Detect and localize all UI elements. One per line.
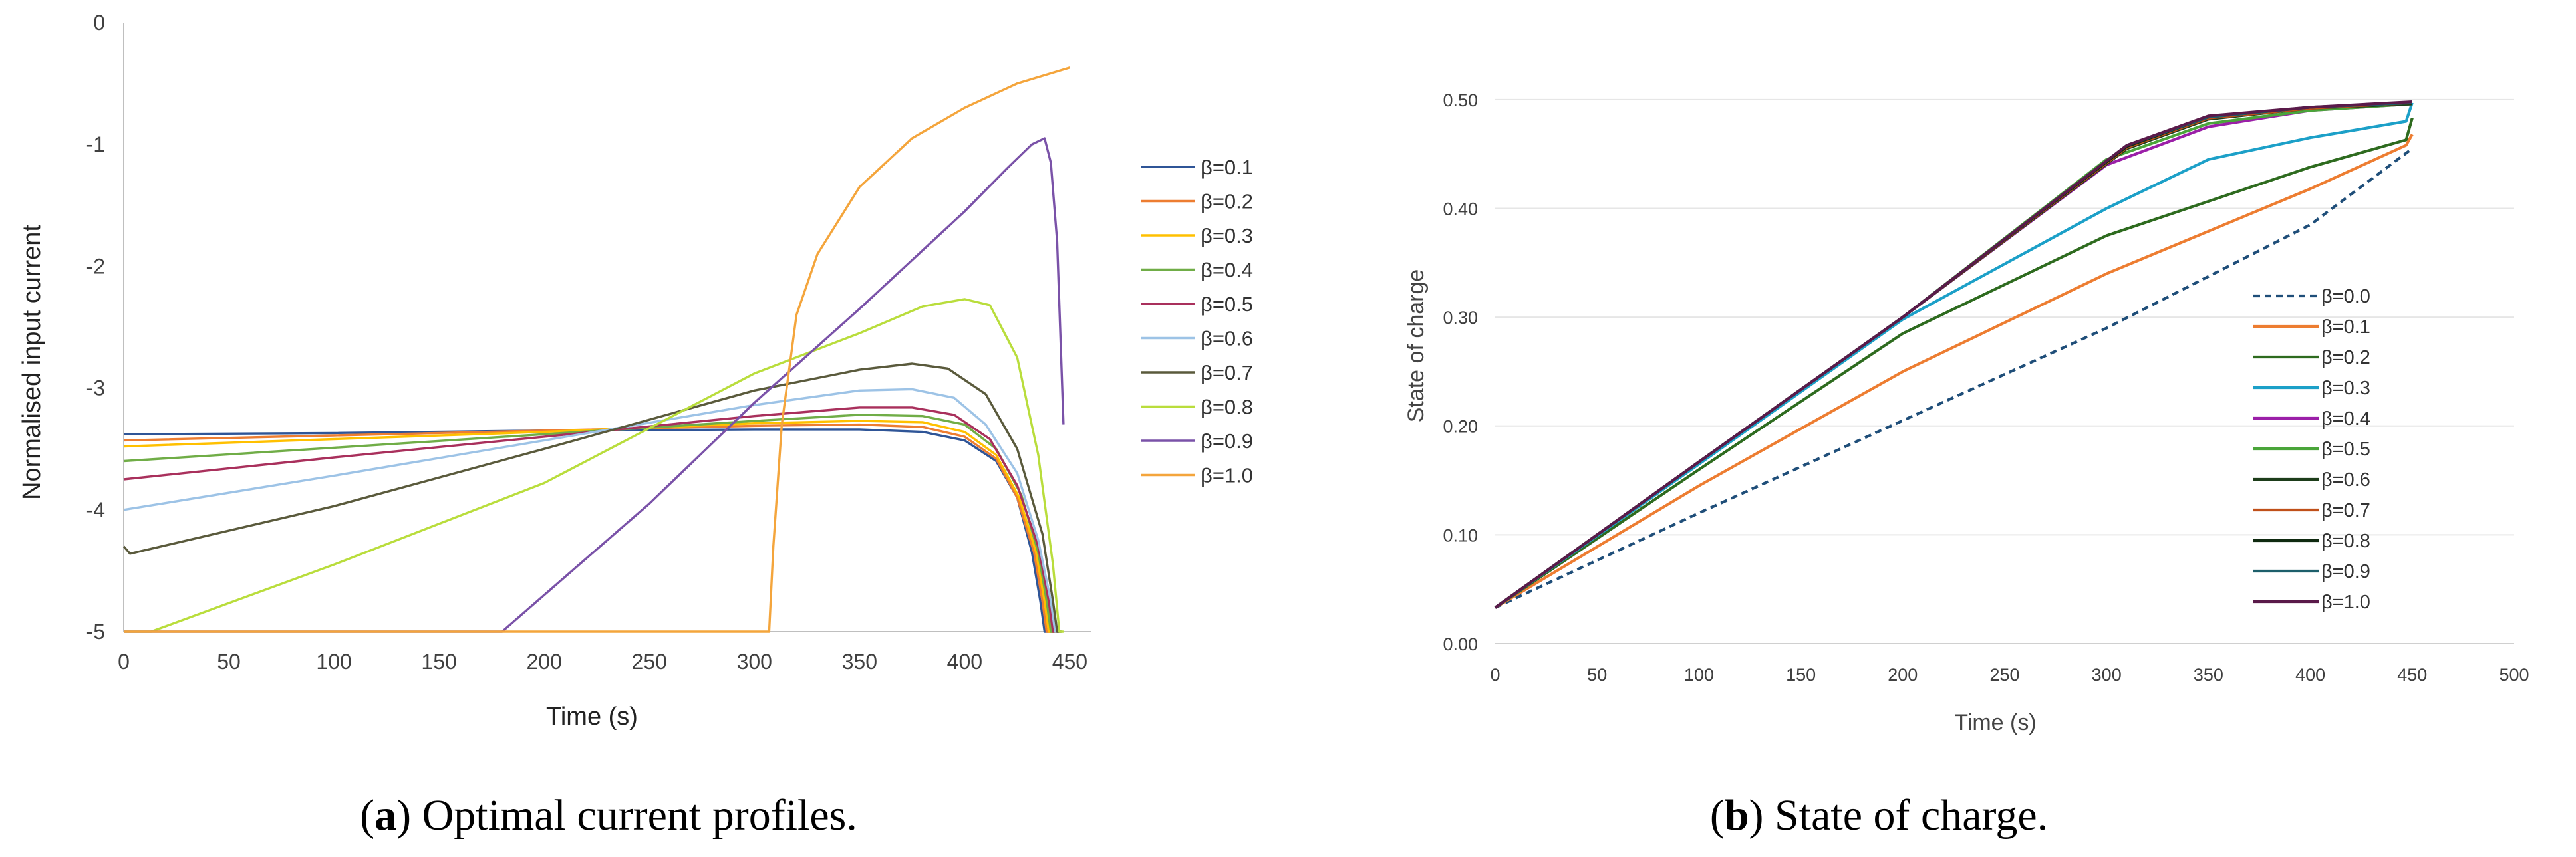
a-legend-label: β=0.9 (1201, 429, 1253, 453)
a-legend-label: β=0.6 (1201, 327, 1253, 350)
b-y-axis-title: State of charge (1403, 269, 1429, 423)
a-series-line (123, 406, 1062, 633)
a-y-tick-label: -2 (86, 254, 105, 278)
b-x-tick-label: 150 (1786, 665, 1816, 685)
b-x-tick-label: 500 (2499, 665, 2529, 685)
a-legend-label: β=0.1 (1201, 156, 1253, 179)
b-y-tick-label: 0.30 (1443, 308, 1478, 328)
a-y-tick-label: -3 (86, 376, 105, 400)
caption-a-text: ) Optimal current profiles. (396, 791, 857, 840)
b-x-tick-label: 300 (2092, 665, 2122, 685)
a-series-line (123, 388, 1062, 633)
a-series-line (124, 66, 1070, 633)
a-series-line (123, 423, 1060, 633)
b-legend-label: β=0.4 (2321, 408, 2370, 429)
caption-b: (b) State of charge. (1710, 791, 2048, 840)
b-series-line (1495, 147, 2414, 609)
b-legend-label: β=0.3 (2321, 378, 2370, 399)
chart-b-state-of-charge: 0 50 100 150 200 250 300 350 400 450 500 0.00 0.10 0.… (1403, 90, 2529, 735)
a-legend-label: β=0.4 (1201, 259, 1253, 282)
b-legend-label: β=0.9 (2321, 561, 2370, 582)
a-x-tick-label: 150 (421, 650, 456, 673)
a-legend-label: β=0.3 (1201, 224, 1253, 247)
b-legend-label: β=0.1 (2321, 316, 2370, 338)
a-y-tick-label: -5 (86, 620, 105, 644)
b-x-tick-label: 0 (1490, 665, 1500, 685)
caption-b-label: b (1725, 791, 1749, 840)
b-y-tick-label: 0.50 (1443, 90, 1478, 110)
b-x-tick-label: 400 (2295, 665, 2325, 685)
a-x-tick-label: 350 (842, 650, 877, 673)
a-x-tick-label: 300 (737, 650, 772, 673)
b-x-tick-label: 250 (1989, 665, 2019, 685)
b-legend-label: β=1.0 (2321, 592, 2370, 613)
a-x-tick-label: 400 (947, 650, 982, 673)
b-x-tick-label: 50 (1587, 665, 1607, 685)
b-series-line (1494, 100, 2412, 609)
a-x-axis-title: Time (s) (546, 703, 638, 731)
a-x-tick-label: 100 (316, 650, 351, 673)
a-series-line (124, 137, 1065, 633)
b-series-line (1494, 102, 2414, 609)
a-y-tick-label: -1 (86, 132, 105, 156)
b-x-axis-title: Time (s) (1954, 710, 2036, 735)
b-y-tick-label: 0.00 (1443, 634, 1478, 654)
a-series-line (124, 298, 1064, 633)
chart-a-optimal-current: 0 50 100 150 200 250 300 350 400 450 0 -1 -2 -3 -4 -5 β… (18, 11, 1253, 731)
a-series-line (123, 428, 1060, 633)
a-legend-label: β=0.7 (1201, 361, 1253, 384)
a-legend-label: β=0.5 (1201, 293, 1253, 316)
b-legend-label: β=0.6 (2321, 469, 2370, 491)
b-series-line (1494, 118, 2414, 609)
a-legend-label: β=1.0 (1201, 464, 1253, 487)
b-y-tick-label: 0.10 (1443, 525, 1478, 545)
a-legend-label: β=0.2 (1201, 190, 1253, 213)
a-x-tick-label: 50 (217, 650, 241, 673)
b-x-tick-label: 450 (2397, 665, 2427, 685)
b-y-tick-label: 0.20 (1443, 417, 1478, 437)
b-x-tick-label: 350 (2194, 665, 2223, 685)
caption-b-text: ) State of charge. (1749, 791, 2049, 840)
caption-a-label: a (374, 791, 396, 840)
a-series-line (122, 362, 1062, 633)
a-y-tick-label: -4 (86, 498, 105, 522)
a-legend-label: β=0.8 (1201, 396, 1253, 419)
caption-a: (a) Optimal current profiles. (360, 791, 857, 840)
a-series-line (123, 420, 1060, 633)
b-series-line (1494, 134, 2414, 609)
b-x-tick-label: 200 (1888, 665, 1918, 685)
a-series-line (123, 414, 1060, 633)
b-x-tick-label: 100 (1684, 665, 1714, 685)
a-y-axis-title: Normalised input current (18, 225, 46, 500)
a-x-tick-label: 0 (118, 650, 130, 673)
b-y-tick-label: 0.40 (1443, 199, 1478, 219)
a-y-tick-label: 0 (93, 11, 105, 35)
a-x-tick-label: 450 (1052, 650, 1087, 673)
b-legend-label: β=0.0 (2321, 286, 2370, 307)
a-x-tick-label: 200 (526, 650, 561, 673)
b-legend-label: β=0.2 (2321, 347, 2370, 368)
a-x-tick-label: 250 (632, 650, 667, 673)
b-legend-label: β=0.7 (2321, 500, 2370, 521)
b-legend-label: β=0.8 (2321, 531, 2370, 552)
b-legend-label: β=0.5 (2321, 439, 2370, 460)
